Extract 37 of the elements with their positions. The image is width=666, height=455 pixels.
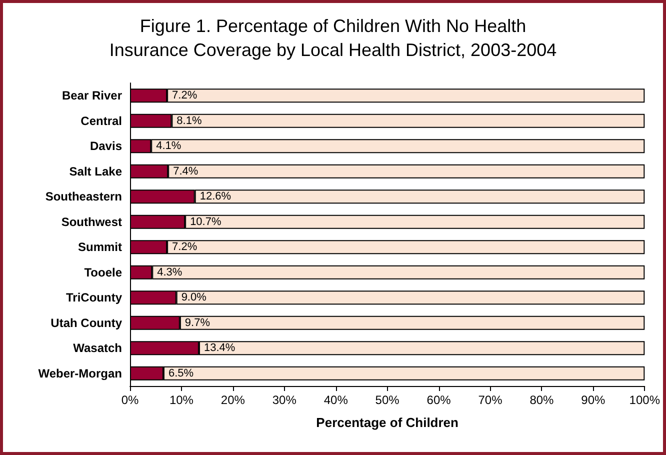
x-tick-label: 100%	[629, 393, 660, 407]
x-tick-label: 30%	[272, 393, 297, 407]
data-label: 12.6%	[200, 190, 232, 203]
y-tick-label: Utah County	[50, 316, 122, 330]
x-tick-label: 60%	[426, 393, 452, 407]
data-label: 10.7%	[190, 216, 222, 228]
y-tick-label: Salt Lake	[69, 164, 122, 178]
y-tick-label: Bear River	[62, 88, 122, 103]
data-label: 7.4%	[173, 165, 198, 178]
y-tick-label: Southeastern	[45, 190, 122, 204]
y-tick-label: Central	[80, 114, 122, 128]
y-tick-label: Summit	[78, 240, 122, 254]
y-tick-label: Davis	[90, 139, 122, 154]
x-tick-label: 90%	[581, 393, 606, 407]
data-label: 13.4%	[204, 342, 236, 354]
x-tick-label: 50%	[375, 393, 400, 407]
x-tick-label: 70%	[478, 393, 503, 407]
y-tick-label: Tooele	[84, 265, 122, 280]
y-tick-label: Southwest	[61, 214, 122, 229]
data-label: 8.1%	[176, 114, 202, 127]
data-label: 9.7%	[184, 316, 210, 329]
x-tick-label: 80%	[530, 393, 554, 407]
data-label: 4.1%	[156, 140, 182, 152]
x-tick-label: 20%	[220, 393, 246, 407]
data-label: 9.0%	[181, 292, 207, 304]
y-tick-label: Wasatch	[73, 341, 122, 356]
x-tick-label: 40%	[324, 393, 348, 407]
x-tick-label: 10%	[169, 393, 194, 407]
x-tick-label: 0%	[121, 393, 139, 407]
data-label: 7.2%	[172, 90, 198, 102]
chart-title: Figure 1. Percentage of Children With No Health Insurance Coverage by Local Health District, 2003-2004	[109, 16, 557, 60]
x-axis-title: Percentage of Children	[316, 415, 459, 430]
data-label: 4.3%	[157, 266, 182, 278]
y-tick-label: Weber-Morgan	[38, 366, 122, 380]
data-label: 7.2%	[172, 241, 198, 254]
data-label: 6.5%	[168, 367, 194, 380]
y-tick-label: TriCounty	[66, 290, 122, 305]
